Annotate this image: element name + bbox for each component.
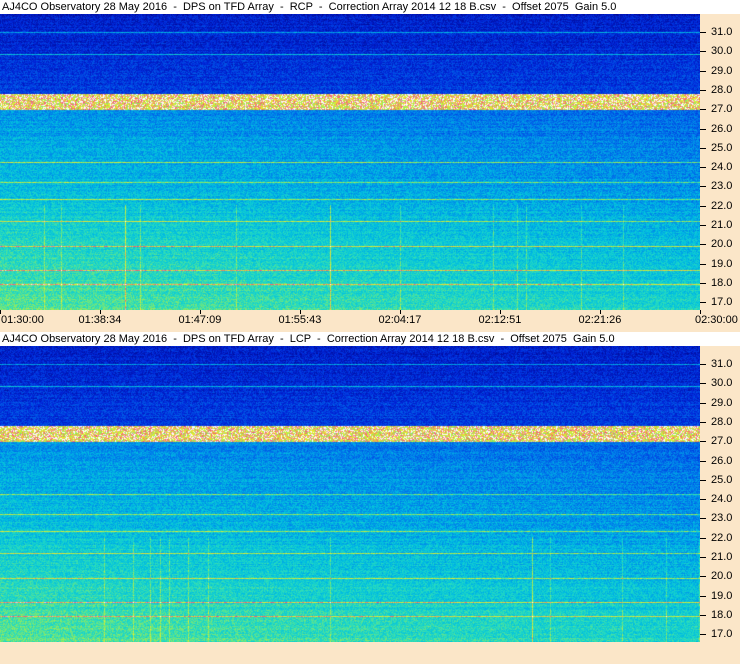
frequency-label: 26.0 <box>711 122 733 135</box>
frequency-tick <box>700 383 706 385</box>
time-tick <box>200 310 201 314</box>
time-tick <box>0 310 1 314</box>
spectrogram-panel-rcp: AJ4CO Observatory 28 May 2016 - DPS on T… <box>0 0 740 332</box>
frequency-tick <box>700 499 706 501</box>
frequency-tick <box>700 205 706 207</box>
frequency-axis: 31.0 30.0 29.0 28.0 27.0 26.0 25.0 24.0 23.0 22.0… <box>700 14 740 310</box>
frequency-tick <box>700 364 706 365</box>
frequency-tick <box>700 614 706 616</box>
frequency-label: 18.0 <box>711 608 733 621</box>
frequency-tick <box>700 282 706 284</box>
frequency-label: 28.0 <box>711 415 733 428</box>
frequency-label: 17.0 <box>711 628 733 641</box>
frequency-label: 21.0 <box>711 551 733 563</box>
frequency-label: 30.0 <box>711 45 733 58</box>
frequency-tick <box>700 70 706 72</box>
spectrogram-panel-lcp: AJ4CO Observatory 28 May 2016 - DPS on T… <box>0 332 740 664</box>
frequency-label: 27.0 <box>711 435 733 448</box>
panel-title: AJ4CO Observatory 28 May 2016 - DPS on T… <box>0 332 740 346</box>
frequency-tick <box>700 576 706 578</box>
frequency-label: 24.0 <box>711 161 733 174</box>
panel-title: AJ4CO Observatory 28 May 2016 - DPS on T… <box>0 0 740 14</box>
time-tick <box>300 310 301 314</box>
frequency-tick <box>700 51 706 53</box>
frequency-tick <box>700 263 706 265</box>
frequency-tick <box>700 441 706 443</box>
time-label: 01:38:34 <box>78 314 122 326</box>
frequency-label: 26.0 <box>711 454 733 467</box>
frequency-tick <box>700 479 706 481</box>
frequency-tick <box>700 225 706 226</box>
time-tick <box>500 310 501 314</box>
frequency-tick <box>700 128 706 130</box>
frequency-label: 23.0 <box>711 180 733 193</box>
time-label: 02:04:17 <box>378 314 422 326</box>
frequency-tick <box>700 89 706 91</box>
frequency-tick <box>700 518 706 520</box>
frequency-tick <box>700 421 706 423</box>
frequency-tick <box>700 167 706 169</box>
frequency-label: 23.0 <box>711 512 733 525</box>
frequency-label: 19.0 <box>711 257 733 270</box>
frequency-label: 21.0 <box>711 219 733 231</box>
frequency-label: 22.0 <box>711 199 733 212</box>
frequency-tick <box>700 595 706 597</box>
frequency-tick <box>700 302 706 304</box>
frequency-label: 25.0 <box>711 141 733 154</box>
frequency-label: 18.0 <box>711 276 733 289</box>
frequency-label: 31.0 <box>711 358 733 370</box>
frequency-tick <box>700 109 706 111</box>
time-tick <box>600 310 601 314</box>
time-label: 02:30:00 <box>695 314 738 326</box>
time-tick <box>400 310 401 314</box>
frequency-label: 17.0 <box>711 296 733 309</box>
frequency-label: 29.0 <box>711 64 733 77</box>
frequency-label: 20.0 <box>711 238 733 251</box>
time-label: 02:21:26 <box>578 314 622 326</box>
time-label: 01:55:43 <box>278 314 322 326</box>
spectrogram-image <box>0 346 700 642</box>
frequency-label: 20.0 <box>711 570 733 583</box>
time-label: 01:47:09 <box>178 314 222 326</box>
frequency-axis: 31.0 30.0 29.0 28.0 27.0 26.0 25.0 24.0 23.0 22.0… <box>700 346 740 642</box>
frequency-tick <box>700 557 706 558</box>
frequency-label: 25.0 <box>711 473 733 486</box>
frequency-tick <box>700 147 706 149</box>
frequency-label: 29.0 <box>711 396 733 409</box>
frequency-tick <box>700 244 706 246</box>
frequency-label: 24.0 <box>711 493 733 506</box>
time-label: 01:30:00 <box>1 314 44 326</box>
frequency-label: 19.0 <box>711 589 733 602</box>
frequency-tick <box>700 460 706 462</box>
frequency-label: 31.0 <box>711 26 733 38</box>
frequency-tick <box>700 402 706 404</box>
time-label: 02:12:51 <box>478 314 522 326</box>
frequency-tick <box>700 634 706 636</box>
frequency-tick <box>700 186 706 188</box>
spectrogram-image <box>0 14 700 310</box>
frequency-label: 22.0 <box>711 531 733 544</box>
frequency-label: 30.0 <box>711 377 733 390</box>
frequency-tick <box>700 32 706 33</box>
frequency-label: 28.0 <box>711 83 733 96</box>
time-tick <box>100 310 101 314</box>
frequency-tick <box>700 537 706 539</box>
time-tick <box>700 310 701 314</box>
bottom-strip <box>0 642 740 664</box>
frequency-label: 27.0 <box>711 103 733 116</box>
time-axis: 01:30:00 01:38:34 01:47:09 01:55:43 02:04:17… <box>0 310 740 332</box>
